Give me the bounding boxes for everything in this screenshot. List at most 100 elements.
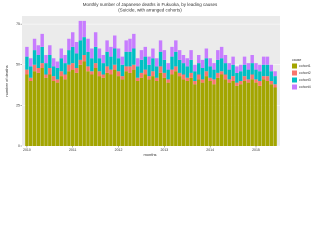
bar-segment — [258, 85, 262, 146]
bar-segment — [212, 84, 216, 146]
bar-segment — [40, 46, 44, 64]
bar-segment — [124, 51, 128, 67]
bar-segment — [239, 84, 243, 146]
bar-segment — [227, 63, 231, 70]
bar-segment — [193, 64, 197, 72]
bar-segment — [170, 74, 174, 146]
bar-segment — [254, 69, 258, 80]
bar-segment — [113, 35, 117, 49]
legend-title: cause — [292, 58, 301, 62]
bar-segment — [258, 64, 262, 72]
bar-segment — [63, 74, 67, 80]
bar-segment — [67, 64, 71, 72]
bar-segment — [208, 66, 212, 78]
bar-segment — [162, 50, 167, 60]
chart: Monthly number of Japanese deaths in Fuk… — [4, 2, 311, 157]
bar-segment — [155, 81, 159, 146]
bar-segment — [235, 82, 239, 86]
bar-segment — [36, 68, 41, 73]
legend-swatch — [292, 77, 297, 83]
bar-segment — [135, 66, 140, 78]
bar-segment — [204, 76, 209, 146]
bar-segment — [189, 77, 193, 146]
bar-segment — [273, 87, 277, 146]
bar-segment — [185, 77, 189, 81]
bar-segment — [113, 48, 117, 65]
bar-segment — [113, 69, 117, 146]
bar-segment — [181, 79, 186, 146]
bar-segment — [93, 32, 98, 47]
bar-segment — [155, 66, 159, 78]
bar-segment — [261, 79, 266, 146]
bar-segment — [55, 68, 60, 80]
bar-segment — [128, 66, 132, 73]
y-tick-label: 75 — [16, 22, 20, 26]
bar-segment — [128, 72, 132, 146]
bar-segment — [208, 58, 212, 67]
bar-segment — [151, 58, 155, 72]
bar-segment — [158, 66, 163, 73]
bar-segment — [86, 51, 90, 67]
bar-segment — [32, 71, 37, 146]
bar-segment — [116, 58, 121, 72]
bar-segment — [97, 48, 102, 59]
bar-segment — [82, 20, 86, 38]
bar-segment — [204, 58, 209, 72]
bar-segment — [71, 69, 75, 146]
bar-segment — [120, 56, 125, 65]
bar-segment — [78, 64, 83, 146]
bar-segment — [219, 71, 224, 75]
bar-segment — [269, 64, 273, 72]
bar-segment — [231, 76, 235, 81]
bar-segment — [25, 69, 29, 75]
bar-segment — [74, 53, 79, 68]
bar-segment — [265, 64, 270, 77]
legend-swatch — [292, 84, 297, 90]
bar-segment — [193, 84, 197, 146]
bar-segment — [132, 64, 136, 70]
bar-segment — [74, 42, 79, 54]
y-tick-label: 25 — [16, 103, 20, 107]
bar-segment — [204, 48, 209, 59]
bar-segment — [189, 59, 193, 73]
bar-segment — [59, 76, 63, 146]
bar-segment — [132, 33, 136, 49]
bar-segment — [135, 77, 140, 81]
bar-segment — [216, 59, 220, 73]
bar-segment — [109, 46, 113, 57]
x-axis-label: months — [143, 152, 156, 157]
bar-segment — [93, 46, 98, 64]
bar-segment — [166, 79, 170, 83]
bar-segment — [216, 72, 220, 78]
bar-segment — [51, 58, 56, 67]
bar-segment — [109, 56, 113, 70]
bar-segment — [36, 72, 41, 146]
bar-segment — [147, 79, 151, 146]
bar-segment — [90, 58, 94, 72]
bar-segment — [59, 58, 63, 72]
bar-segment — [128, 51, 132, 67]
bar-segment — [223, 55, 228, 64]
bar-segment — [55, 79, 60, 83]
chart-subtitle: (Suicide, with arranged cohorts) — [118, 8, 182, 13]
bar-segment — [44, 55, 48, 64]
bar-segment — [242, 56, 247, 65]
bar-segment — [29, 77, 33, 81]
bar-segment — [128, 38, 132, 52]
bar-segment — [105, 66, 109, 73]
bar-segment — [74, 72, 79, 146]
bar-segment — [258, 71, 262, 81]
bar-segment — [235, 72, 239, 83]
chart-title: Monthly number of Japanese deaths in Fuk… — [83, 2, 218, 7]
bar-segment — [101, 55, 105, 64]
bar-segment — [48, 68, 52, 75]
bar-segment — [44, 74, 48, 78]
bar-segment — [101, 63, 105, 75]
bar-segment — [273, 84, 277, 88]
bar-segment — [219, 74, 224, 146]
bar-segment — [216, 77, 220, 146]
bar-segment — [269, 84, 273, 146]
bar-segment — [51, 66, 56, 77]
bar-segment — [97, 76, 102, 146]
bar-segment — [40, 68, 44, 146]
